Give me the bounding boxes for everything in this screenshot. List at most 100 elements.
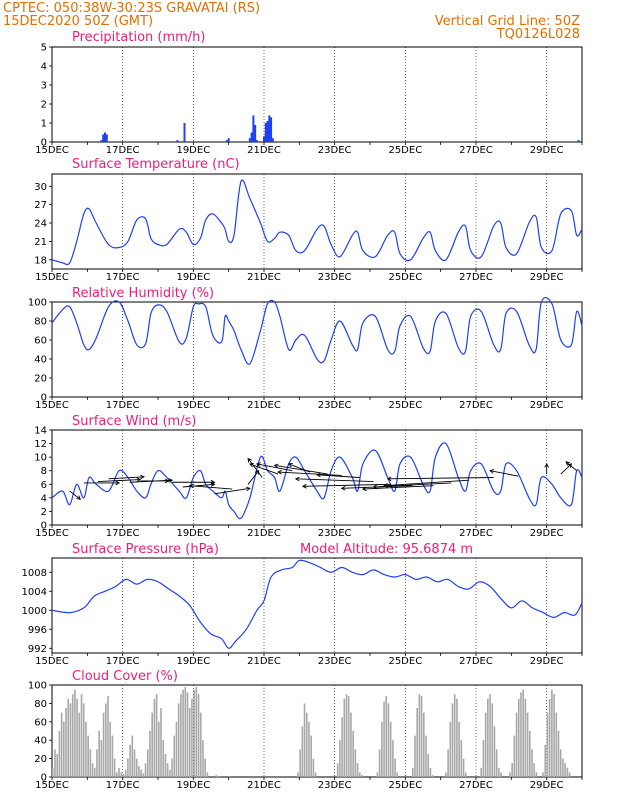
x-tick-label: 21DEC [247,400,281,411]
cloud-bar [493,726,496,777]
cloud-bar [184,686,187,777]
x-tick-label: 23DEC [318,272,352,283]
y-tick-label: 40 [34,355,47,366]
x-tick-label: 17DEC [106,656,140,667]
y-tick-label: 80 [34,317,47,328]
cloud-bar [54,749,56,777]
x-tick-label: 15DEC [35,272,69,283]
y-tick-label: 60 [34,717,47,728]
precip-bar [255,140,258,142]
x-tick-label: 25DEC [388,400,422,411]
cloud-bar [520,692,522,777]
x-tick-label: 29DEC [530,272,564,283]
cloud-bar [122,774,125,777]
x-tick-label: 17DEC [106,780,140,791]
cloud-bar [303,703,306,777]
cloud-bar [396,772,399,777]
x-tick-label: 29DEC [530,400,564,411]
x-tick-label: 19DEC [176,272,210,283]
cloud-bar [144,763,147,777]
cloud-bar [361,775,363,777]
header-grid-line: Vertical Grid Line: 50Z [435,14,580,29]
wind-arrow-head [115,480,121,486]
cloud-bar [544,744,547,777]
cloud-bar [169,769,171,777]
precip-bar [176,140,179,142]
y-tick-label: 1008 [22,568,47,579]
wind-arrow-head [247,457,252,463]
cloud-bar [566,767,569,777]
series-line [51,442,583,520]
cloud-bar [131,735,134,777]
cloud-bar [460,740,463,777]
cloud-bar [65,708,67,777]
cloud-bar [425,735,427,777]
cloud-bar [509,772,511,777]
wind-arrow-head [489,469,495,474]
y-tick-label: 0 [41,393,47,404]
wind-arrow-head [245,486,251,492]
wind-arrow [249,463,279,475]
x-tick-label: 19DEC [176,145,210,156]
x-tick-label: 19DEC [176,528,210,539]
cloud-bar [133,749,136,777]
cloud-bar [217,776,220,777]
cloud-bar [345,694,348,777]
y-tick-label: 18 [34,255,47,266]
cloud-bar [188,708,191,777]
x-tick-label: 25DEC [388,780,422,791]
wind-arrow-head [273,463,279,469]
cloud-bar [69,703,72,777]
cloud-bar [63,721,65,777]
panel-3: 15DEC 17DEC 19DEC 21DEC 23DEC 25DEC 27DEC 29DEC… [34,426,583,539]
cloud-bar [500,772,502,777]
temp-title: Surface Temperature (nC) [72,157,240,172]
cloud-bar [52,767,54,777]
cloud-bar [98,731,100,777]
cloud-bar [546,712,549,777]
cloud-bar [341,717,343,777]
cloud-bar [78,712,81,777]
y-tick-label: 0 [41,138,47,149]
x-tick-label: 27DEC [459,780,493,791]
cloud-bar [531,749,533,777]
cloud-bar [416,708,418,777]
x-tick-label: 23DEC [318,780,352,791]
wind-arrow [302,483,392,487]
cloud-bar [177,703,180,777]
cloud-bar [215,775,218,777]
x-tick-label: 15DEC [35,656,69,667]
cloud-bar [171,758,173,777]
wind-arrow-head [372,484,378,490]
y-tick-label: 5 [41,43,47,54]
x-tick-label: 17DEC [106,145,140,156]
x-tick-label: 19DEC [176,656,210,667]
y-tick-label: 14 [34,426,47,437]
y-tick-label: 996 [28,625,47,636]
wind-arrow [278,471,342,476]
x-tick-label: 19DEC [176,780,210,791]
wind-arrow-head [255,462,261,467]
cloud-bar [206,772,209,777]
cloud-bar [85,721,87,777]
wind-arrow [295,478,374,483]
precip-bar [183,123,186,142]
panel-frame [51,173,583,270]
cloud-bar [91,763,94,777]
cloud-bar [515,712,518,777]
y-tick-label: 10 [34,453,47,464]
y-tick-label: 1 [41,119,47,130]
cloud-bar [109,721,112,777]
y-tick-label: 100 [28,681,47,692]
cloud-bar [74,689,76,777]
cloud-bar [135,758,138,777]
y-tick-label: 1004 [22,587,47,598]
cloud-bar [100,740,103,777]
cloud-bar [548,698,551,777]
precip-bar [263,136,265,142]
cloud-bar [564,763,566,777]
precip-bar [248,138,251,142]
cloud-bar [431,775,434,777]
panel-5: 15DEC 17DEC 19DEC 21DEC 23DEC 25DEC 27DEC 29DEC… [28,681,583,791]
